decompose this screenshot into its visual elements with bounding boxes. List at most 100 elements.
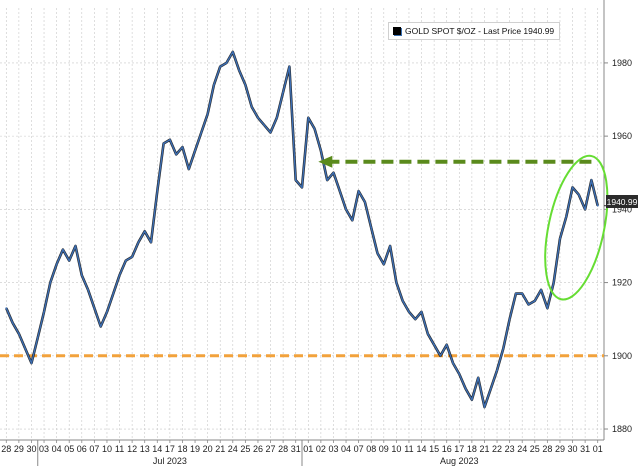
series-point (112, 292, 115, 295)
y-tick-label: 1960 (612, 131, 632, 141)
series-point (540, 288, 542, 291)
series-point (527, 303, 530, 306)
series-point (250, 105, 253, 108)
series-point (17, 332, 20, 335)
series-point (24, 347, 27, 350)
x-tick-label: 21 (215, 444, 225, 454)
series-point (364, 201, 366, 203)
series-point (470, 398, 473, 401)
series-point (275, 116, 278, 119)
series-point (395, 281, 398, 284)
x-tick-label: 22 (492, 444, 502, 454)
x-tick-label: 25 (240, 444, 250, 454)
series-point (156, 190, 159, 192)
series-point (206, 113, 209, 116)
chart-legend: GOLD SPOT $/OZ - Last Price 1940.99 (388, 22, 561, 40)
series-point (345, 208, 347, 211)
x-tick-label: 11 (404, 444, 413, 454)
series-point (124, 259, 127, 262)
x-tick-label: 10 (102, 444, 112, 454)
x-tick-label: 24 (517, 444, 527, 454)
x-tick-label: 28 (1, 444, 11, 454)
series-line (5, 51, 599, 408)
x-tick-label: 03 (328, 444, 338, 454)
series-point (420, 310, 423, 313)
series-point (5, 307, 8, 310)
series-point (389, 245, 391, 247)
series-point (168, 138, 171, 141)
highlight-ellipse (544, 154, 609, 301)
x-tick-label: 06 (77, 444, 87, 454)
series-point (219, 65, 222, 68)
series-point (263, 124, 266, 127)
series-point (496, 369, 498, 372)
series-point (464, 387, 467, 390)
series-point (590, 179, 593, 181)
x-tick-label: 03 (39, 444, 49, 454)
x-tick-label: 26 (253, 444, 263, 454)
series-point (382, 263, 385, 266)
series-point (565, 215, 568, 218)
series-point (502, 347, 505, 350)
series-point (546, 307, 549, 310)
x-tick-label: 20 (203, 444, 213, 454)
legend-last-price: Last Price 1940.99 (483, 26, 555, 36)
series-point (62, 248, 64, 251)
y-tick-label: 1940 (612, 204, 632, 214)
x-tick-label: 10 (391, 444, 401, 454)
x-tick-label: 19 (190, 444, 200, 454)
y-tick-label: 1920 (612, 278, 632, 288)
legend-series-name: GOLD SPOT $/OZ (405, 26, 476, 36)
month-label: Jul 2023 (153, 456, 187, 466)
x-tick-label: 01 (303, 444, 313, 454)
x-tick-label: 16 (442, 444, 452, 454)
series-point (426, 332, 429, 335)
x-tick-label: 12 (127, 444, 137, 454)
x-tick-label: 15 (429, 444, 439, 454)
series-point (200, 131, 203, 134)
series-point (175, 153, 178, 156)
x-tick-label: 18 (467, 444, 477, 454)
x-tick-label: 08 (366, 444, 376, 454)
x-tick-label: 18 (177, 444, 187, 454)
series-point (150, 241, 152, 244)
y-tick-label: 1880 (612, 424, 632, 434)
series-point (68, 259, 71, 262)
x-tick-label: 21 (479, 444, 489, 454)
x-tick-label: 29 (555, 444, 565, 454)
x-tick-label: 30 (568, 444, 578, 454)
x-tick-label: 17 (454, 444, 464, 454)
series-point (213, 83, 215, 86)
y-tick-label: 1900 (612, 351, 632, 361)
series-point (288, 65, 291, 68)
x-tick-label: 27 (266, 444, 276, 454)
series-point (181, 146, 184, 149)
x-tick-label: 17 (165, 444, 175, 454)
series-point (521, 292, 524, 295)
series-point (282, 91, 285, 94)
x-tick-label: 23 (505, 444, 515, 454)
series-point (376, 252, 379, 255)
x-tick-label: 28 (278, 444, 288, 454)
series-point (351, 219, 354, 222)
series-point (401, 299, 404, 302)
series-point (533, 299, 536, 302)
series-point (131, 256, 134, 258)
x-tick-label: 29 (14, 444, 24, 454)
series-point (143, 230, 146, 233)
series-point (370, 226, 373, 229)
series-point (187, 168, 190, 170)
x-tick-label: 05 (64, 444, 74, 454)
series-point (55, 263, 58, 266)
x-tick-label: 14 (417, 444, 427, 454)
series-point (80, 274, 83, 277)
series-point (106, 310, 108, 313)
last-price-tag: 1940.99 (606, 195, 638, 208)
x-tick-label: 07 (89, 444, 99, 454)
series-point (357, 190, 360, 192)
series-point (99, 325, 102, 328)
series-point (338, 190, 341, 192)
x-tick-label: 04 (52, 444, 62, 454)
series-point (483, 406, 486, 408)
